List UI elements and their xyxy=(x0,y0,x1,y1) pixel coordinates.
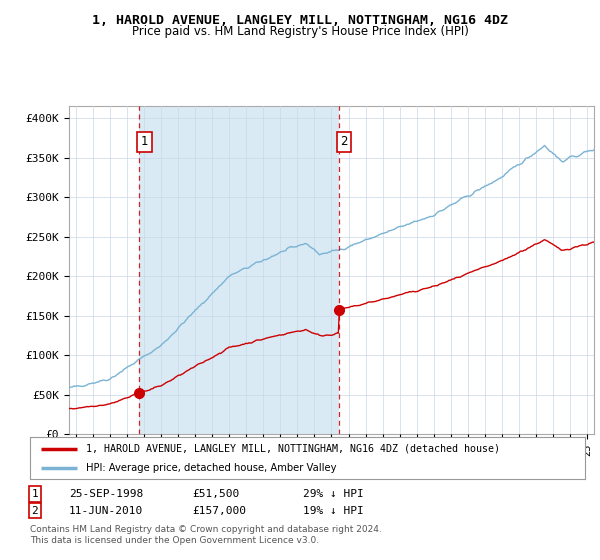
Text: 19% ↓ HPI: 19% ↓ HPI xyxy=(303,506,364,516)
Text: 1, HAROLD AVENUE, LANGLEY MILL, NOTTINGHAM, NG16 4DZ (detached house): 1, HAROLD AVENUE, LANGLEY MILL, NOTTINGH… xyxy=(86,444,499,454)
Text: 29% ↓ HPI: 29% ↓ HPI xyxy=(303,489,364,499)
Text: 2: 2 xyxy=(340,136,348,148)
Text: £157,000: £157,000 xyxy=(192,506,246,516)
Text: 11-JUN-2010: 11-JUN-2010 xyxy=(69,506,143,516)
Text: Contains HM Land Registry data © Crown copyright and database right 2024.
This d: Contains HM Land Registry data © Crown c… xyxy=(30,525,382,545)
Text: HPI: Average price, detached house, Amber Valley: HPI: Average price, detached house, Ambe… xyxy=(86,463,336,473)
Text: £51,500: £51,500 xyxy=(192,489,239,499)
Text: Price paid vs. HM Land Registry's House Price Index (HPI): Price paid vs. HM Land Registry's House … xyxy=(131,25,469,38)
Bar xyxy=(139,106,339,434)
Text: 1: 1 xyxy=(31,489,38,499)
Text: 2: 2 xyxy=(31,506,38,516)
Text: 1: 1 xyxy=(141,136,148,148)
Text: 1, HAROLD AVENUE, LANGLEY MILL, NOTTINGHAM, NG16 4DZ: 1, HAROLD AVENUE, LANGLEY MILL, NOTTINGH… xyxy=(92,14,508,27)
Text: 25-SEP-1998: 25-SEP-1998 xyxy=(69,489,143,499)
